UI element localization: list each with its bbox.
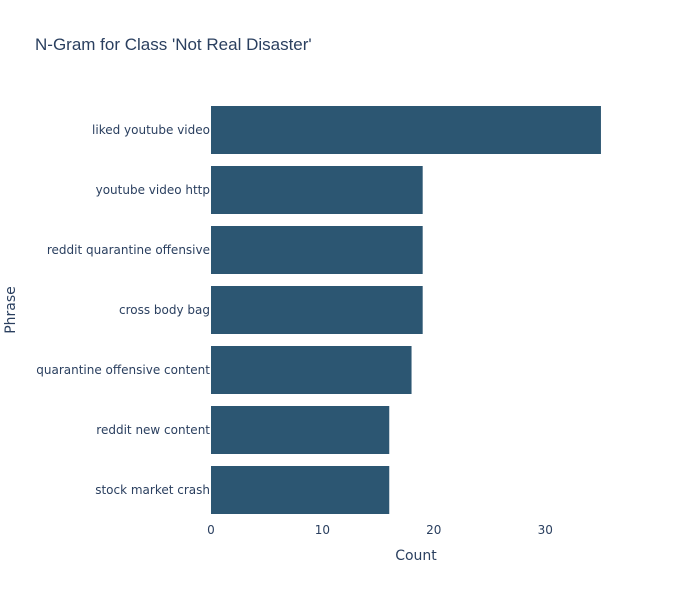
y-tick-label-3: cross body bag — [119, 303, 210, 317]
x-tick-labels: 0 10 20 30 — [207, 523, 553, 537]
chart-title: N-Gram for Class 'Not Real Disaster' — [35, 35, 312, 54]
bar-4 — [211, 346, 412, 394]
y-tick-label-6: stock market crash — [95, 483, 210, 497]
y-tick-label-2: reddit quarantine offensive — [47, 243, 210, 257]
y-tick-label-1: youtube video http — [96, 183, 210, 197]
y-tick-label-5: reddit new content — [96, 423, 210, 437]
x-tick-label-1: 10 — [315, 523, 330, 537]
bar-6 — [211, 466, 390, 514]
x-axis-title: Count — [395, 548, 437, 564]
y-tick-labels: liked youtube video youtube video http red… — [36, 123, 210, 497]
bar-1 — [211, 166, 423, 214]
y-tick-label-0: liked youtube video — [92, 123, 210, 137]
x-tick-label-2: 20 — [426, 523, 441, 537]
bar-2 — [211, 226, 423, 274]
bar-0 — [211, 106, 601, 154]
bar-5 — [211, 406, 390, 454]
y-axis-title: Phrase — [3, 286, 19, 334]
bar-3 — [211, 286, 423, 334]
bars-group — [211, 106, 601, 514]
x-tick-label-0: 0 — [207, 523, 215, 537]
y-tick-label-4: quarantine offensive content — [36, 363, 210, 377]
x-tick-label-3: 30 — [538, 523, 553, 537]
